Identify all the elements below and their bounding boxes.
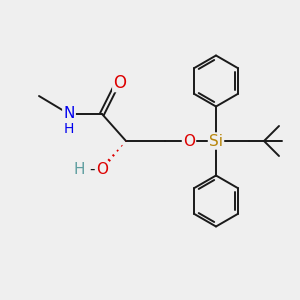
Text: O: O — [113, 74, 126, 92]
Text: H: H — [64, 122, 74, 136]
Text: O: O — [96, 162, 108, 177]
Text: O: O — [183, 134, 195, 148]
Text: -: - — [89, 162, 94, 177]
Text: Si: Si — [209, 134, 223, 148]
Text: N: N — [63, 106, 75, 122]
Text: H: H — [74, 162, 85, 177]
